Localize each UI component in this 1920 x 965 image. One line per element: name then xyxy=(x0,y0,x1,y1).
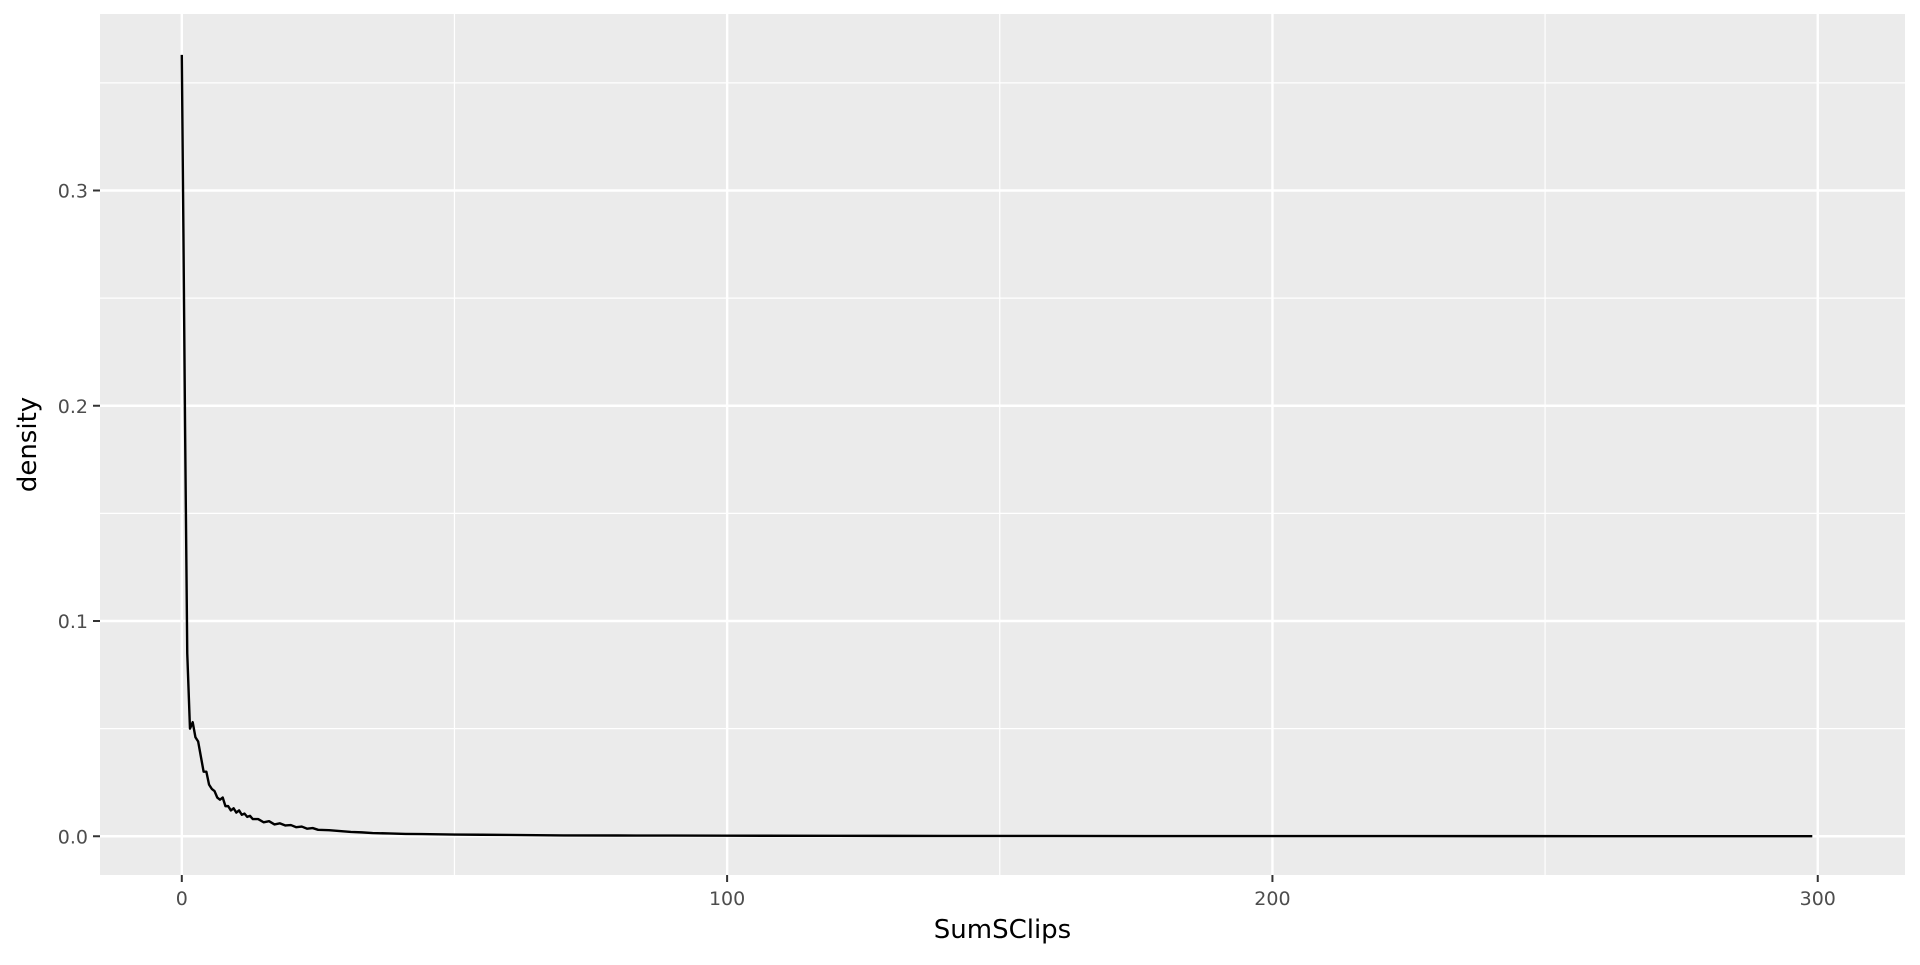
x-tick-label: 300 xyxy=(1800,888,1836,910)
y-tick-label: 0.0 xyxy=(58,826,88,848)
x-tick-label: 100 xyxy=(709,888,745,910)
x-axis-title: SumSClips xyxy=(934,915,1071,945)
x-tick-label: 200 xyxy=(1254,888,1290,910)
y-axis-title: density xyxy=(13,397,43,492)
density-line xyxy=(180,54,1813,838)
y-tick-label: 0.3 xyxy=(58,181,88,203)
x-tick-label: 0 xyxy=(176,888,188,910)
y-tick-label: 0.1 xyxy=(58,611,88,633)
series-layer xyxy=(180,54,1813,838)
major-gridlines xyxy=(100,14,1905,875)
plot-panel xyxy=(100,14,1905,875)
axis-ticks xyxy=(93,189,1819,882)
minor-gridlines xyxy=(100,14,1905,875)
y-tick-label: 0.2 xyxy=(58,396,88,418)
tick-labels: 0 100 200 300 0.0 0.1 0.2 0.3 xyxy=(58,181,1836,910)
